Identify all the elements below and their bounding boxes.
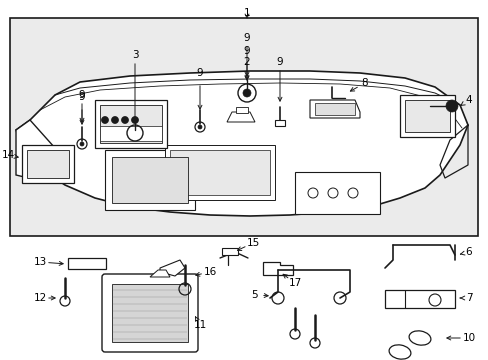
Circle shape [111, 117, 118, 123]
Bar [314, 103, 354, 115]
Text: 4: 4 [465, 95, 471, 105]
Polygon shape [150, 270, 170, 277]
FancyBboxPatch shape [102, 274, 198, 352]
Bar [404, 100, 449, 132]
Bar [105, 150, 195, 210]
Bar [170, 150, 269, 195]
Text: 7: 7 [465, 293, 471, 303]
Text: 9: 9 [243, 46, 250, 56]
Polygon shape [160, 260, 184, 276]
Circle shape [121, 117, 128, 123]
Circle shape [198, 125, 202, 129]
Text: 10: 10 [462, 333, 475, 343]
Ellipse shape [388, 345, 410, 359]
Bar [100, 105, 162, 143]
Text: 13: 13 [33, 257, 46, 267]
Bar [22, 145, 74, 183]
Circle shape [131, 117, 138, 123]
Text: 9: 9 [243, 33, 250, 43]
Bar [164, 145, 274, 200]
Bar [27, 150, 69, 178]
Bar [68, 258, 106, 269]
Circle shape [102, 117, 108, 123]
Bar [294, 172, 379, 214]
Bar [95, 100, 167, 148]
Polygon shape [263, 262, 292, 275]
Bar [112, 284, 187, 342]
Bar [236, 107, 247, 113]
Text: 9: 9 [79, 90, 85, 100]
Bar [222, 248, 238, 255]
Polygon shape [16, 71, 467, 216]
Circle shape [243, 89, 250, 97]
Text: 9: 9 [276, 57, 283, 67]
Text: 1: 1 [243, 8, 250, 18]
Text: 11: 11 [193, 320, 206, 330]
Polygon shape [16, 120, 65, 182]
Bar [100, 126, 162, 141]
Circle shape [80, 142, 84, 146]
Bar [274, 120, 285, 126]
Polygon shape [226, 112, 254, 122]
Ellipse shape [408, 331, 430, 345]
Bar [399, 95, 454, 137]
Polygon shape [384, 290, 454, 308]
Text: 9: 9 [196, 68, 203, 78]
Text: 16: 16 [203, 267, 216, 277]
Text: 12: 12 [33, 293, 46, 303]
Bar [10, 18, 477, 236]
Text: 17: 17 [288, 278, 301, 288]
Text: 6: 6 [465, 247, 471, 257]
Text: 9: 9 [79, 92, 85, 102]
Text: 2: 2 [243, 57, 250, 67]
Circle shape [445, 100, 457, 112]
Text: 8: 8 [361, 78, 367, 88]
Bar [112, 157, 187, 203]
Text: 15: 15 [246, 238, 259, 248]
Text: 5: 5 [251, 290, 258, 300]
Polygon shape [309, 100, 359, 118]
Text: 14: 14 [1, 150, 15, 160]
Text: 3: 3 [131, 50, 138, 60]
